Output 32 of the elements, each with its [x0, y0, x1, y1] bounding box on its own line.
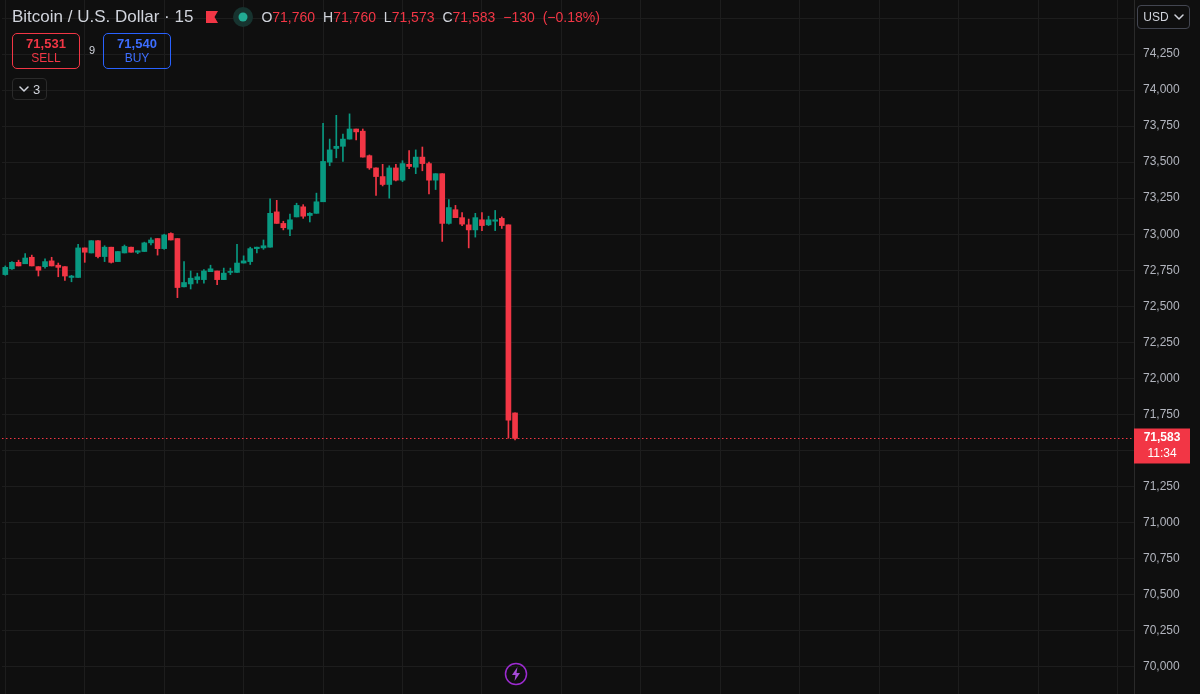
- candlestick: [406, 150, 412, 169]
- y-tick-label: 72,250: [1143, 334, 1181, 349]
- y-tick-label: 73,500: [1143, 154, 1181, 169]
- y-tick-label: 70,000: [1143, 658, 1181, 673]
- y-tick-label: 70,500: [1143, 586, 1181, 601]
- chart-title: Bitcoin / U.S. Dollar · 15: [12, 7, 194, 27]
- y-tick-label: 74,250: [1143, 46, 1181, 61]
- dropdown-button[interactable]: USD: [1137, 5, 1190, 29]
- candlestick: [465, 218, 472, 249]
- annotation: 71,531: [25, 36, 67, 51]
- sell-button[interactable]: 71,531 SELL: [12, 33, 80, 69]
- y-tick-label: 71,000: [1143, 514, 1181, 529]
- y-tick-label: 71,750: [1143, 406, 1181, 421]
- annotation: BUY: [123, 51, 151, 66]
- y-tick-label: 73,000: [1143, 226, 1181, 241]
- text: O71,760 H71,760 L71,573 C71,583 −130 (−0.18%): [261, 9, 600, 25]
- buy-button[interactable]: 71,540 BUY: [103, 33, 171, 69]
- annotation: 9: [87, 44, 97, 56]
- ref-line-label: 71,583 11:34: [1143, 429, 1181, 461]
- y-tick-label: 73,750: [1143, 118, 1181, 133]
- y-tick-label: 72,500: [1143, 298, 1181, 313]
- y-tick-label: 74,000: [1143, 82, 1181, 97]
- dropdown-button[interactable]: 3: [12, 78, 47, 100]
- annotation: 3: [32, 81, 41, 97]
- y-tick-label: 70,750: [1143, 550, 1181, 565]
- annotation: 71,540: [116, 36, 158, 51]
- annotation: SELL: [30, 51, 62, 66]
- y-tick-label: 72,000: [1143, 370, 1181, 385]
- y-tick-label: 71,250: [1143, 478, 1181, 493]
- y-tick-label: 72,750: [1143, 262, 1181, 277]
- y-tick-label: 70,250: [1143, 622, 1181, 637]
- y-tick-label: 73,250: [1143, 190, 1181, 205]
